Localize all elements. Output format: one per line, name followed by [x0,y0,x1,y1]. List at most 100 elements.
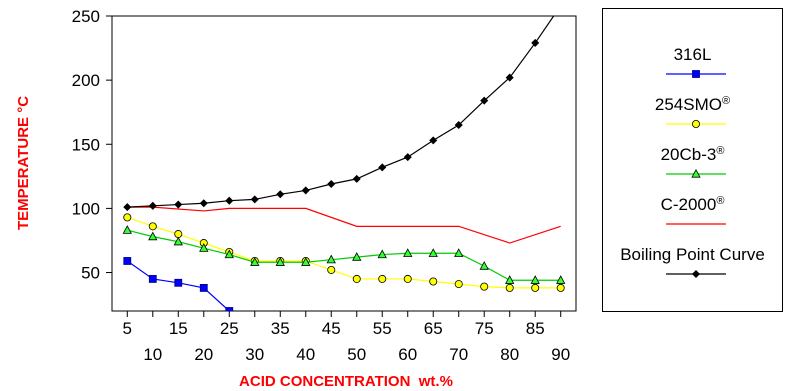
data-point-254smo [480,282,489,291]
legend-swatch-boiling-point-curve [666,269,726,279]
x-tick-label: 25 [220,319,239,338]
data-point-boiling-point-curve [148,201,157,210]
data-point-254smo [174,230,183,239]
data-point-316l [123,257,132,265]
legend-label-20cb3: 20Cb-3® [660,145,725,164]
series-line-254smo [127,216,561,289]
data-point-20cb-3 [122,225,132,234]
legend-marker-boiling-point-curve [691,269,701,279]
y-axis-label: TEMPERATURE °C [15,96,32,230]
x-tick-label: 45 [322,319,341,338]
data-point-20cb-3 [454,248,464,257]
data-point-254smo [429,277,438,286]
x-tick-label: 80 [500,345,519,364]
legend-label-boiling-point-curve: Boiling Point Curve [620,245,765,264]
data-point-boiling-point-curve [225,196,234,205]
series-line-c-2000 [127,206,561,244]
plot-frame [111,15,577,312]
data-point-20cb-3 [173,236,183,246]
data-point-boiling-point-curve [429,136,438,145]
data-point-boiling-point-curve [174,200,183,209]
data-point-316l [199,284,208,292]
x-axis-label: ACID CONCENTRATION wt.% [239,373,453,390]
legend: 316L 254SMO® 20Cb-3® C-2000® Boiling Poi… [602,8,783,312]
data-point-20cb-3 [301,257,311,266]
data-point-boiling-point-curve [531,38,540,47]
data-point-boiling-point-curve [454,120,463,130]
data-point-boiling-point-curve [276,190,285,199]
data-point-boiling-point-curve [327,179,336,189]
x-tick-label: 35 [271,319,290,338]
legend-swatch-254smo [666,120,726,128]
data-point-boiling-point-curve [123,203,132,212]
data-point-254smo [505,283,514,292]
data-point-20cb-3 [530,275,540,284]
data-point-boiling-point-curve [199,199,208,208]
x-tick-label: 60 [398,345,417,364]
data-point-20cb-3 [377,249,387,259]
data-point-boiling-point-curve [505,73,514,82]
data-point-boiling-point-curve [403,153,412,162]
data-point-boiling-point-curve [352,174,361,183]
data-point-boiling-point-curve [480,96,489,105]
data-point-20cb-3 [403,248,413,257]
data-point-20cb-3 [352,252,362,261]
data-point-254smo [327,265,336,274]
data-point-254smo [123,213,132,222]
data-point-254smo [148,222,157,231]
legend-label-316l: 316L [673,45,712,64]
x-tick-label: 70 [449,345,468,364]
y-tick-label: 50 [81,264,100,283]
chart: 50 100 150 200 250 5 15 25 35 45 55 65 75 85 10 20 30 40… [15,2,577,390]
data-point-20cb-3 [428,248,438,257]
y-tick-label: 100 [72,199,100,218]
data-point-254smo [352,274,361,283]
legend-swatch-20cb3 [666,168,726,178]
x-tick-label: 40 [296,345,315,364]
x-tick-label: 85 [526,319,545,338]
legend-label-254smo: 254SMO® [654,95,731,114]
x-tick-label: 10 [143,345,162,364]
y-tick-label: 200 [72,71,100,90]
x-tick-label: 15 [169,319,188,338]
series-line-boiling-point-curve [127,16,555,208]
data-point-254smo [531,283,540,292]
data-point-20cb-3 [148,231,158,241]
legend-swatch-316l [666,70,726,78]
data-point-316l [225,307,234,311]
data-point-boiling-point-curve [557,2,564,9]
data-point-boiling-point-curve [250,195,259,204]
x-tick-label: 30 [245,345,264,364]
data-point-316l [148,275,157,283]
x-tick-label: 90 [551,345,570,364]
series-line-20cb-3 [127,229,561,281]
data-point-20cb-3 [556,275,566,284]
data-point-254smo [454,280,463,289]
data-point-20cb-3 [505,275,515,284]
legend-marker-316l [692,70,700,78]
data-point-boiling-point-curve [301,186,310,195]
x-tick-label: 50 [347,345,366,364]
data-point-20cb-3 [224,249,234,259]
data-point-20cb-3 [275,257,285,266]
data-point-254smo [556,283,565,292]
x-tick-label: 55 [373,319,392,338]
x-tick-label: 75 [475,319,494,338]
y-tick-label: 250 [72,7,100,26]
x-tick-label: 20 [194,345,213,364]
y-tick-label: 150 [72,135,100,154]
data-point-20cb-3 [326,254,336,264]
data-point-20cb-3 [199,243,209,252]
legend-swatch-c2000 [666,223,726,225]
data-point-20cb-3 [479,261,489,270]
legend-marker-254smo [692,120,701,128]
legend-label-c2000: C-2000® [660,195,725,214]
data-point-20cb-3 [250,257,260,266]
data-point-254smo [378,274,387,283]
data-point-boiling-point-curve [378,163,387,172]
data-point-254smo [403,274,412,283]
x-tick-label: 65 [424,319,443,338]
x-tick-label: 5 [123,319,132,338]
data-point-316l [174,278,183,287]
legend-marker-20cb-3 [691,168,701,178]
